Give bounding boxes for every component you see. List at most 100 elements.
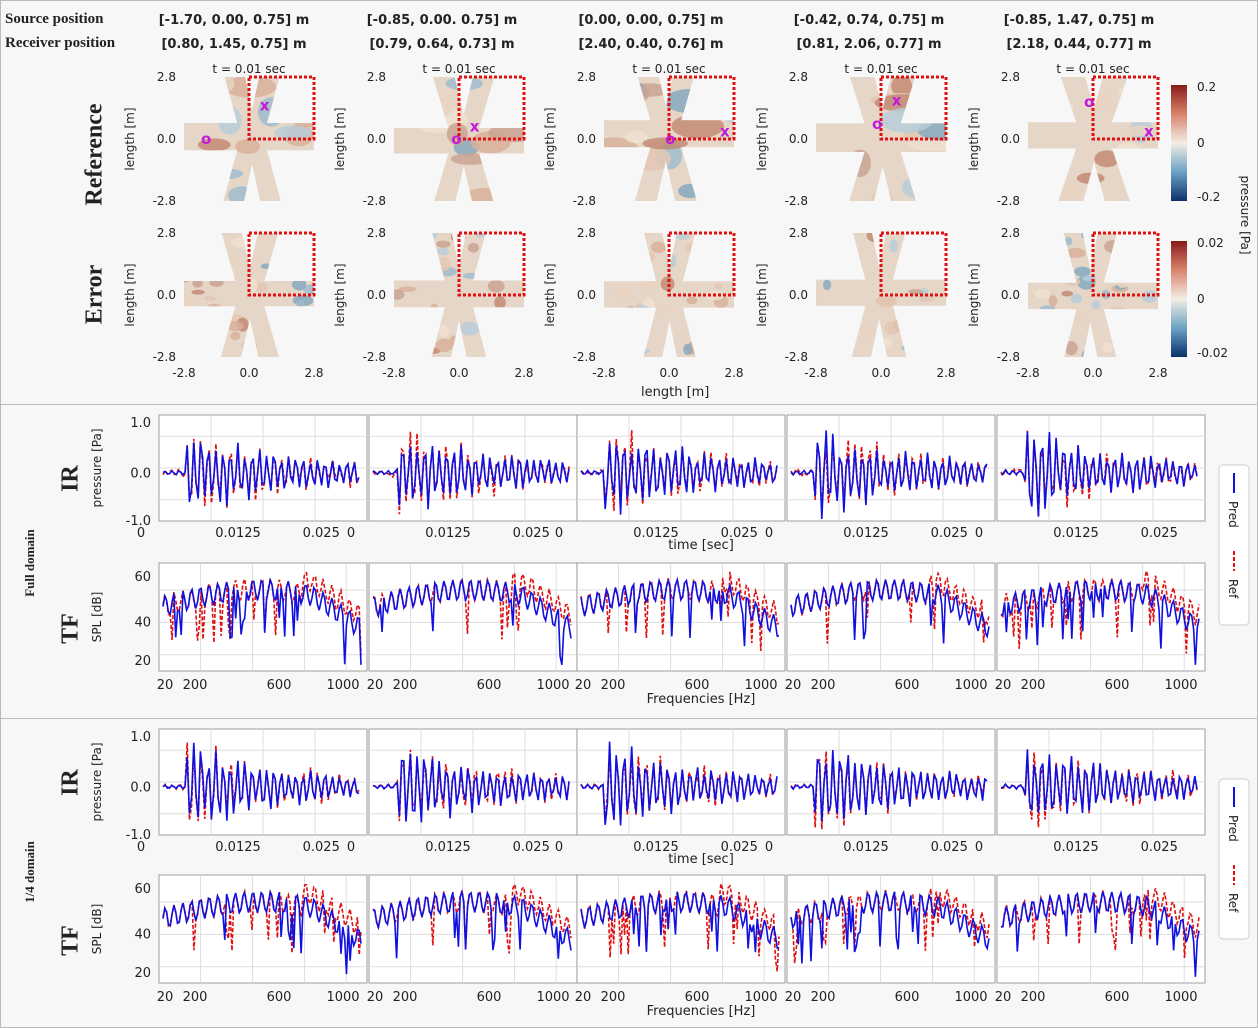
field-pattern <box>260 263 274 270</box>
field-pattern <box>255 282 269 293</box>
sound-field-panel: Source position Receiver position [-1.70… <box>0 0 1258 406</box>
field-pattern <box>1118 85 1151 97</box>
ir-xtick-label: 0 <box>765 840 773 855</box>
ir-ytick-label: -1.0 <box>126 828 151 843</box>
field-pattern <box>671 114 724 139</box>
field-ylabel: length [m] <box>543 263 557 326</box>
field-pattern <box>295 300 305 307</box>
pred-series-line <box>1000 431 1198 517</box>
field-pattern <box>1048 295 1058 307</box>
field-pattern <box>632 307 643 313</box>
pred-series-line <box>372 889 572 959</box>
field-pattern <box>198 168 244 180</box>
tf-xtick-label: 1000 <box>536 990 569 1005</box>
ir-xtick-label: 0 <box>347 840 355 855</box>
ir-xtick-label: 0.0125 <box>633 840 679 855</box>
field-pattern <box>224 255 237 268</box>
tf-xtick-label: 200 <box>1021 990 1046 1005</box>
field-pattern <box>1104 239 1125 254</box>
field-xtick-label: -2.8 <box>1016 366 1039 380</box>
tf-xtick-label: 600 <box>1105 990 1130 1005</box>
ir-plot: 0 0.0125 0.025 <box>765 728 996 855</box>
ir-plot: 0 0.0125 0.025 <box>137 728 368 855</box>
field-ytick-label: 0.0 <box>1001 132 1020 146</box>
field-xtick-label: 0.0 <box>239 366 258 380</box>
field-pattern <box>604 81 651 106</box>
field-pattern <box>398 286 417 293</box>
receiver-position-value: [0.81, 2.06, 0.77] m <box>796 37 942 52</box>
tf-xtick-label: 200 <box>393 990 418 1005</box>
legend: Pred Ref <box>1218 778 1250 940</box>
field-ytick-label: 0.0 <box>577 132 596 146</box>
field-ytick-label: -2.8 <box>997 194 1020 208</box>
receiver-marker: x <box>892 92 902 110</box>
field-pattern <box>876 295 897 308</box>
field-pattern <box>1107 271 1123 283</box>
pred-series-line <box>790 749 988 822</box>
tf-xtick-label: 600 <box>477 990 502 1005</box>
tf-plot: 20 200 600 1000 <box>995 562 1206 693</box>
ir-xtick-label: 0 <box>555 526 563 541</box>
field-pattern <box>208 317 221 332</box>
field-pattern <box>908 348 925 357</box>
field-time-label: t = 0.01 sec <box>844 62 917 76</box>
field-pattern <box>839 240 851 256</box>
legend-box <box>1218 778 1250 940</box>
field-pattern <box>450 153 490 165</box>
receiver-marker: x <box>1144 123 1154 141</box>
field-pattern <box>410 310 423 324</box>
pred-series-line <box>1000 890 1200 977</box>
ir-xtick-label: 0.025 <box>1141 526 1178 541</box>
field-ytick-label: 0.0 <box>789 288 808 302</box>
source-position-value: [0.00, 0.00, 0.75] m <box>578 13 724 28</box>
tf-plot: 20 200 600 1000 <box>367 562 578 693</box>
tf-xtick-label: 600 <box>895 678 920 693</box>
field-ytick-label: 2.8 <box>157 70 176 84</box>
pred-series-line <box>162 889 362 975</box>
ir-xtick-label: 0.0125 <box>425 526 471 541</box>
field-pattern <box>300 341 314 355</box>
field-ytick-label: 2.8 <box>789 226 808 240</box>
field-pattern <box>307 308 314 321</box>
tf-xtick-label: 20 <box>367 678 384 693</box>
field-pattern <box>685 242 703 253</box>
error-field-map: 2.8 0.0 -2.8 length [m] -2.8 0.0 2.8 <box>333 226 534 380</box>
field-pattern <box>394 265 401 279</box>
field-pattern <box>637 248 647 257</box>
field-pattern <box>510 241 523 247</box>
quarter-domain-box <box>667 231 736 297</box>
receiver-marker: x <box>720 123 730 141</box>
field-pattern <box>414 326 432 334</box>
field-pattern <box>462 272 479 279</box>
tf-ylabel: SPL [dB] <box>90 592 104 643</box>
ir-xtick-label: 0.0125 <box>215 840 261 855</box>
field-pattern <box>888 320 905 332</box>
receiver-position-value: [2.40, 0.40, 0.76] m <box>578 37 724 52</box>
ir-ytick-label: 0.0 <box>130 780 151 795</box>
pred-series-line <box>1000 578 1200 665</box>
colorbar-tick-label: 0 <box>1197 136 1205 150</box>
field-ytick-label: 2.8 <box>577 226 596 240</box>
ir-plot: 0 0.0125 0.025 <box>137 414 368 541</box>
field-pattern <box>642 137 688 150</box>
field-pattern <box>184 77 214 95</box>
field-pattern <box>632 348 647 356</box>
field-pattern <box>674 233 690 240</box>
field-pattern <box>871 189 893 201</box>
tf-plot-area <box>368 562 578 672</box>
field-pattern <box>227 186 256 201</box>
field-pattern <box>1061 290 1073 297</box>
field-pattern <box>618 346 628 357</box>
tf-xtick-label: 1000 <box>536 678 569 693</box>
field-pattern <box>292 278 307 291</box>
reference-field-map: 2.8 0.0 -2.8 length [m] t = 0.01 sec o x <box>967 62 1160 208</box>
field-pattern <box>1076 172 1105 184</box>
field-xtick-label: 2.8 <box>724 366 743 380</box>
pred-series-line <box>580 576 780 647</box>
field-ytick-label: -2.8 <box>363 350 386 364</box>
field-time-label: t = 0.01 sec <box>1056 62 1129 76</box>
field-pattern <box>827 259 842 267</box>
tf-plot: 20 200 600 1000 <box>785 874 996 1005</box>
field-pattern <box>394 103 424 127</box>
